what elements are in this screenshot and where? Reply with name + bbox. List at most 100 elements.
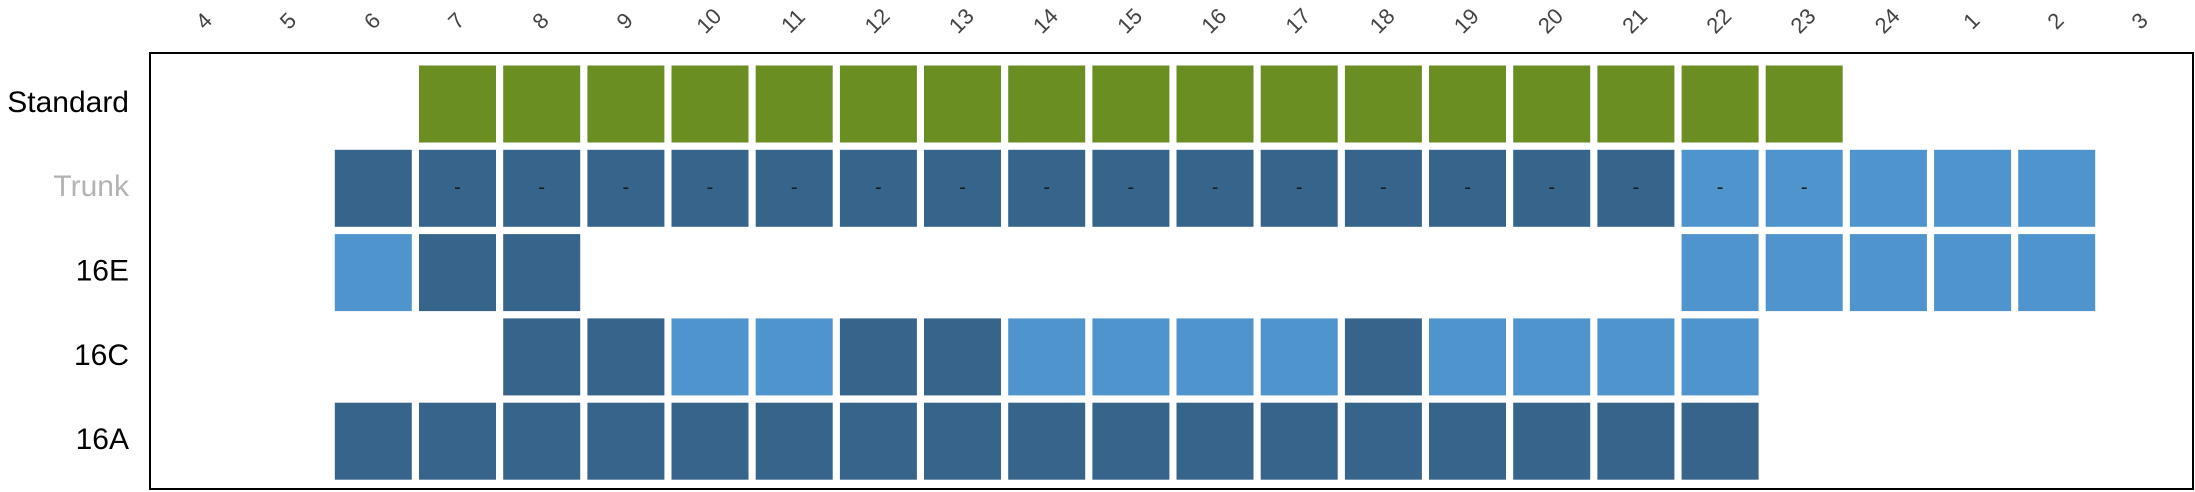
row-label: 16E — [76, 255, 129, 288]
cell-label: - — [1296, 177, 1303, 199]
column-label-17: 17 — [1281, 3, 1316, 38]
heatmap-cell — [1429, 402, 1506, 480]
column-label-24: 24 — [1870, 3, 1905, 38]
column-label-6: 6 — [359, 8, 385, 34]
heatmap-cell — [1008, 318, 1086, 396]
heatmap-cell — [839, 149, 917, 227]
cell-label: - — [1801, 177, 1808, 199]
heatmap-cell — [419, 65, 496, 143]
heatmap-cell — [924, 65, 1001, 143]
row-labels: Standard Trunk 16E 16C 16A — [7, 86, 130, 456]
heatmap-cell — [1934, 234, 2012, 312]
heatmap-cell — [1429, 65, 1506, 143]
column-label-1: 1 — [1958, 8, 1984, 34]
heatmap-cell — [503, 234, 581, 312]
heatmap-cell — [1008, 65, 1086, 143]
column-label-12: 12 — [860, 3, 895, 38]
column-label-13: 13 — [944, 3, 979, 38]
heatmap-cell — [503, 318, 581, 396]
heatmap-cell — [1260, 402, 1338, 480]
column-label-3: 3 — [2127, 8, 2153, 34]
cell-label: - — [538, 177, 545, 199]
heatmap-cell — [1429, 318, 1506, 396]
heatmap-cell — [755, 65, 833, 143]
column-label-11: 11 — [776, 4, 810, 38]
heatmap-cell — [1597, 149, 1675, 227]
heatmap-cell — [755, 402, 833, 480]
cell-label: - — [1212, 177, 1219, 199]
heatmap-cell — [419, 149, 496, 227]
heatmap-cell — [1092, 65, 1170, 143]
heatmap-cell — [1260, 318, 1338, 396]
cell-label: - — [875, 177, 882, 199]
cell-label: - — [1464, 177, 1471, 199]
heatmap-cell — [1849, 149, 1927, 227]
heatmap-cell — [1260, 65, 1338, 143]
heatmap-cell — [503, 65, 581, 143]
heatmap-cell — [1681, 65, 1759, 143]
heatmap-cell — [924, 402, 1001, 480]
cell-label: - — [623, 177, 630, 199]
heatmap-cell — [587, 149, 665, 227]
heatmap-cell — [587, 402, 665, 480]
column-label-5: 5 — [275, 8, 301, 34]
heatmap-cell — [587, 318, 665, 396]
column-label-9: 9 — [611, 8, 637, 34]
column-label-20: 20 — [1533, 3, 1568, 38]
column-label-7: 7 — [443, 8, 469, 34]
cell-label: - — [1380, 177, 1387, 199]
column-label-14: 14 — [1028, 3, 1063, 38]
column-label-4: 4 — [191, 8, 217, 34]
heatmap-cell — [1429, 149, 1506, 227]
column-label-15: 15 — [1112, 3, 1147, 38]
heatmap-cell — [1681, 149, 1759, 227]
heatmap-cell — [1849, 234, 1927, 312]
cell-label: - — [959, 177, 966, 199]
cell-label: - — [791, 177, 798, 199]
heatmap-cell — [503, 402, 581, 480]
column-label-18: 18 — [1365, 3, 1400, 38]
column-label-23: 23 — [1786, 3, 1821, 38]
heatmap-cell — [671, 318, 749, 396]
heatmap-cell — [924, 318, 1001, 396]
row-label: Standard — [7, 86, 129, 119]
heatmap-cell — [1513, 65, 1591, 143]
heatmap-cell — [1092, 318, 1170, 396]
heatmap-cell — [1765, 149, 1843, 227]
column-label-16: 16 — [1196, 3, 1231, 38]
heatmap-cell — [1344, 65, 1422, 143]
heatmap-cell — [1092, 149, 1170, 227]
heatmap-cell — [1681, 234, 1759, 312]
heatmap-cell — [1513, 402, 1591, 480]
heatmap-cell — [1344, 402, 1422, 480]
cell-label: - — [1043, 177, 1050, 199]
cell-label: - — [1548, 177, 1555, 199]
column-label-2: 2 — [2042, 8, 2068, 34]
heatmap-cell — [1344, 318, 1422, 396]
heatmap-cell — [1092, 402, 1170, 480]
heatmap-cell — [1934, 149, 2012, 227]
heatmap-cell — [924, 149, 1001, 227]
heatmap-cell — [1260, 149, 1338, 227]
heatmap-cell — [1513, 318, 1591, 396]
heatmap-cell — [503, 149, 581, 227]
heatmap-cell — [334, 234, 412, 312]
heatmap-cell — [1008, 149, 1086, 227]
column-label-19: 19 — [1449, 3, 1484, 38]
row-label: Trunk — [53, 170, 130, 203]
heatmap-cell — [839, 318, 917, 396]
heatmap-cell — [1344, 149, 1422, 227]
heatmap-cell — [839, 65, 917, 143]
heatmap-cell — [1176, 402, 1254, 480]
heatmap-cell — [1765, 234, 1843, 312]
column-labels: 4 5 6 7 8 9 10 11 12 13 14 15 16 17 18 19 20 21 22 23 24 1 2 3 — [191, 3, 2153, 38]
heatmap-cell — [1597, 65, 1675, 143]
row-label: 16C — [74, 339, 129, 372]
heatmap-cell — [1513, 149, 1591, 227]
column-label-21: 21 — [1617, 3, 1652, 38]
row-label: 16A — [76, 423, 129, 456]
heatmap-cell — [419, 234, 496, 312]
heatmap-cell — [1008, 402, 1086, 480]
heatmap-cell — [755, 318, 833, 396]
